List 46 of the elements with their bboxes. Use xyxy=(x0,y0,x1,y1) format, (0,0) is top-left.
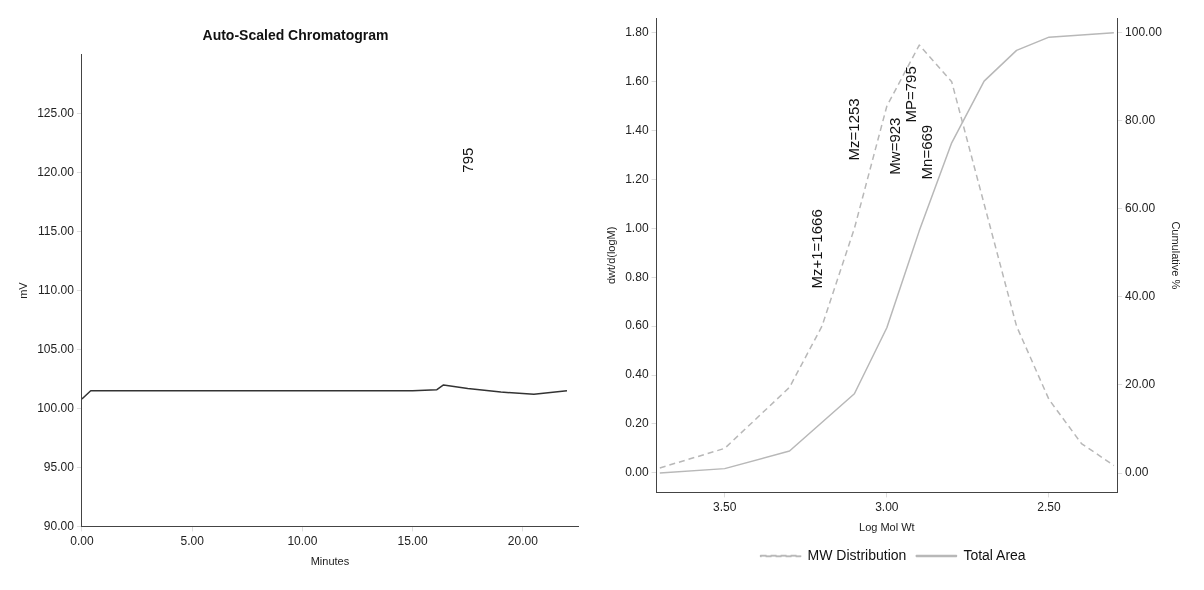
annotation: 795 xyxy=(459,147,476,173)
y-tick-label: 100.00 xyxy=(37,400,75,415)
x-axis-title: Minutes xyxy=(310,555,350,568)
y-tick-label: 0.80 xyxy=(625,269,649,284)
y-tick-label: 1.20 xyxy=(625,171,649,186)
annotation: Mz=1253 xyxy=(844,98,862,161)
x-tick-label: 2.50 xyxy=(1037,499,1061,514)
y-tick-label: 110.00 xyxy=(38,282,75,297)
y-tick-label: 0.00 xyxy=(625,465,649,480)
y-axis-title: dwt/d(logM) xyxy=(604,226,617,285)
chart-title: Auto-Scaled Chromatogram xyxy=(202,27,389,44)
y2-tick-label: 0.00 xyxy=(1125,465,1149,480)
y2-tick-label: 80.00 xyxy=(1125,113,1156,128)
x-tick-label: 20.00 xyxy=(507,533,539,548)
x-tick-label: 0.00 xyxy=(70,533,94,548)
x-tick-label: 10.00 xyxy=(287,533,318,548)
x-tick-label: 3.50 xyxy=(712,499,737,514)
y-tick-label: 115.00 xyxy=(38,223,75,238)
x-tick-label: 15.00 xyxy=(397,533,428,548)
y2-tick-label: 20.00 xyxy=(1125,377,1156,392)
y-tick-label: 1.00 xyxy=(625,220,649,235)
y2-tick-label: 40.00 xyxy=(1125,289,1156,304)
annotation: MP=795 xyxy=(902,66,920,123)
y-tick-label: 1.40 xyxy=(625,122,649,137)
y-tick-label: 125.00 xyxy=(37,106,75,121)
y-tick-label: 105.00 xyxy=(37,341,75,356)
y-tick-label: 1.60 xyxy=(625,74,649,89)
annotation: Mz+1=1666 xyxy=(807,209,825,289)
y-axis-title: mV xyxy=(16,281,29,299)
y-tick-label: 0.20 xyxy=(625,416,649,431)
y-tick-label: 120.00 xyxy=(37,165,75,180)
x-tick-label: 3.00 xyxy=(875,499,899,514)
annotation: Mw=923 xyxy=(886,117,904,175)
y-tick-label: 90.00 xyxy=(43,518,75,533)
y-tick-label: 0.40 xyxy=(625,367,649,382)
y-tick-label: 1.80 xyxy=(625,25,649,40)
x-tick-label: 5.00 xyxy=(180,533,205,548)
y-tick-label: 0.60 xyxy=(625,318,649,333)
y2-tick-label: 60.00 xyxy=(1125,201,1156,216)
y2-axis-title: Cumulative % xyxy=(1170,221,1183,290)
y2-tick-label: 100.00 xyxy=(1125,25,1163,40)
x-axis-title: Log Mol Wt xyxy=(859,521,915,534)
legend-label: Total Area xyxy=(963,546,1026,563)
legend-label: MW Distribution xyxy=(807,546,907,563)
y-tick-label: 95.00 xyxy=(43,459,75,474)
annotation: Mn=669 xyxy=(918,124,936,180)
